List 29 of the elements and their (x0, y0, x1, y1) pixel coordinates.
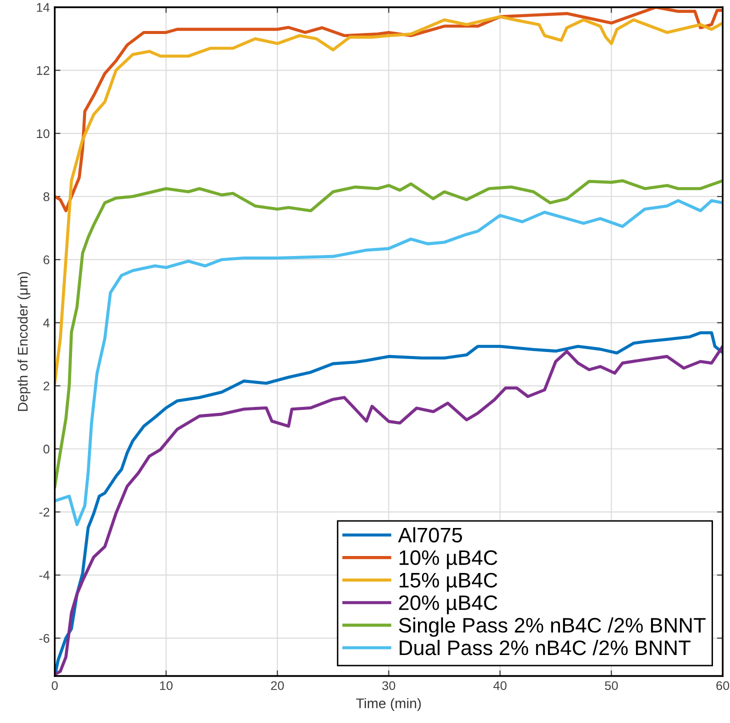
y-axis-title: Depth of Encoder (μm) (17, 272, 30, 411)
y-tick-label: -2 (39, 508, 50, 516)
legend-label: Al7075 (398, 527, 462, 542)
y-tick-label: 8 (43, 192, 50, 202)
line-series (54, 199, 723, 526)
y-tick-label: -6 (39, 634, 50, 643)
y-tick-label: 10 (36, 129, 50, 138)
y-tick-label: 14 (36, 3, 50, 12)
legend-label: Single Pass 2% nB4C /2% BNNT (398, 617, 706, 637)
y-tick-label: 12 (36, 66, 50, 75)
line-series (54, 179, 723, 488)
y-tick-label: 0 (43, 444, 50, 454)
x-tick-label: 40 (493, 681, 507, 690)
y-tick-label: 4 (43, 318, 50, 328)
legend-label: Dual Pass 2% nB4C /2% BNNT (400, 640, 690, 656)
legend-label: 10% µB4C (400, 550, 498, 570)
y-tick-label: -4 (39, 570, 50, 580)
legend-label: 15% µB4C (400, 572, 498, 592)
x-axis-title: Time (min) (356, 698, 421, 712)
y-tick-label: 2 (44, 382, 50, 390)
x-tick-label: 10 (160, 681, 173, 690)
y-tick-label: 6 (44, 255, 50, 264)
x-tick-label: 60 (716, 681, 730, 690)
x-tick-label: 30 (382, 681, 396, 690)
x-tick-label: 20 (271, 681, 284, 690)
x-tick-label: 50 (604, 681, 618, 690)
x-tick-label: 0 (52, 681, 58, 690)
line-series (54, 15, 723, 384)
legend-label: 20% µB4C (399, 595, 498, 614)
